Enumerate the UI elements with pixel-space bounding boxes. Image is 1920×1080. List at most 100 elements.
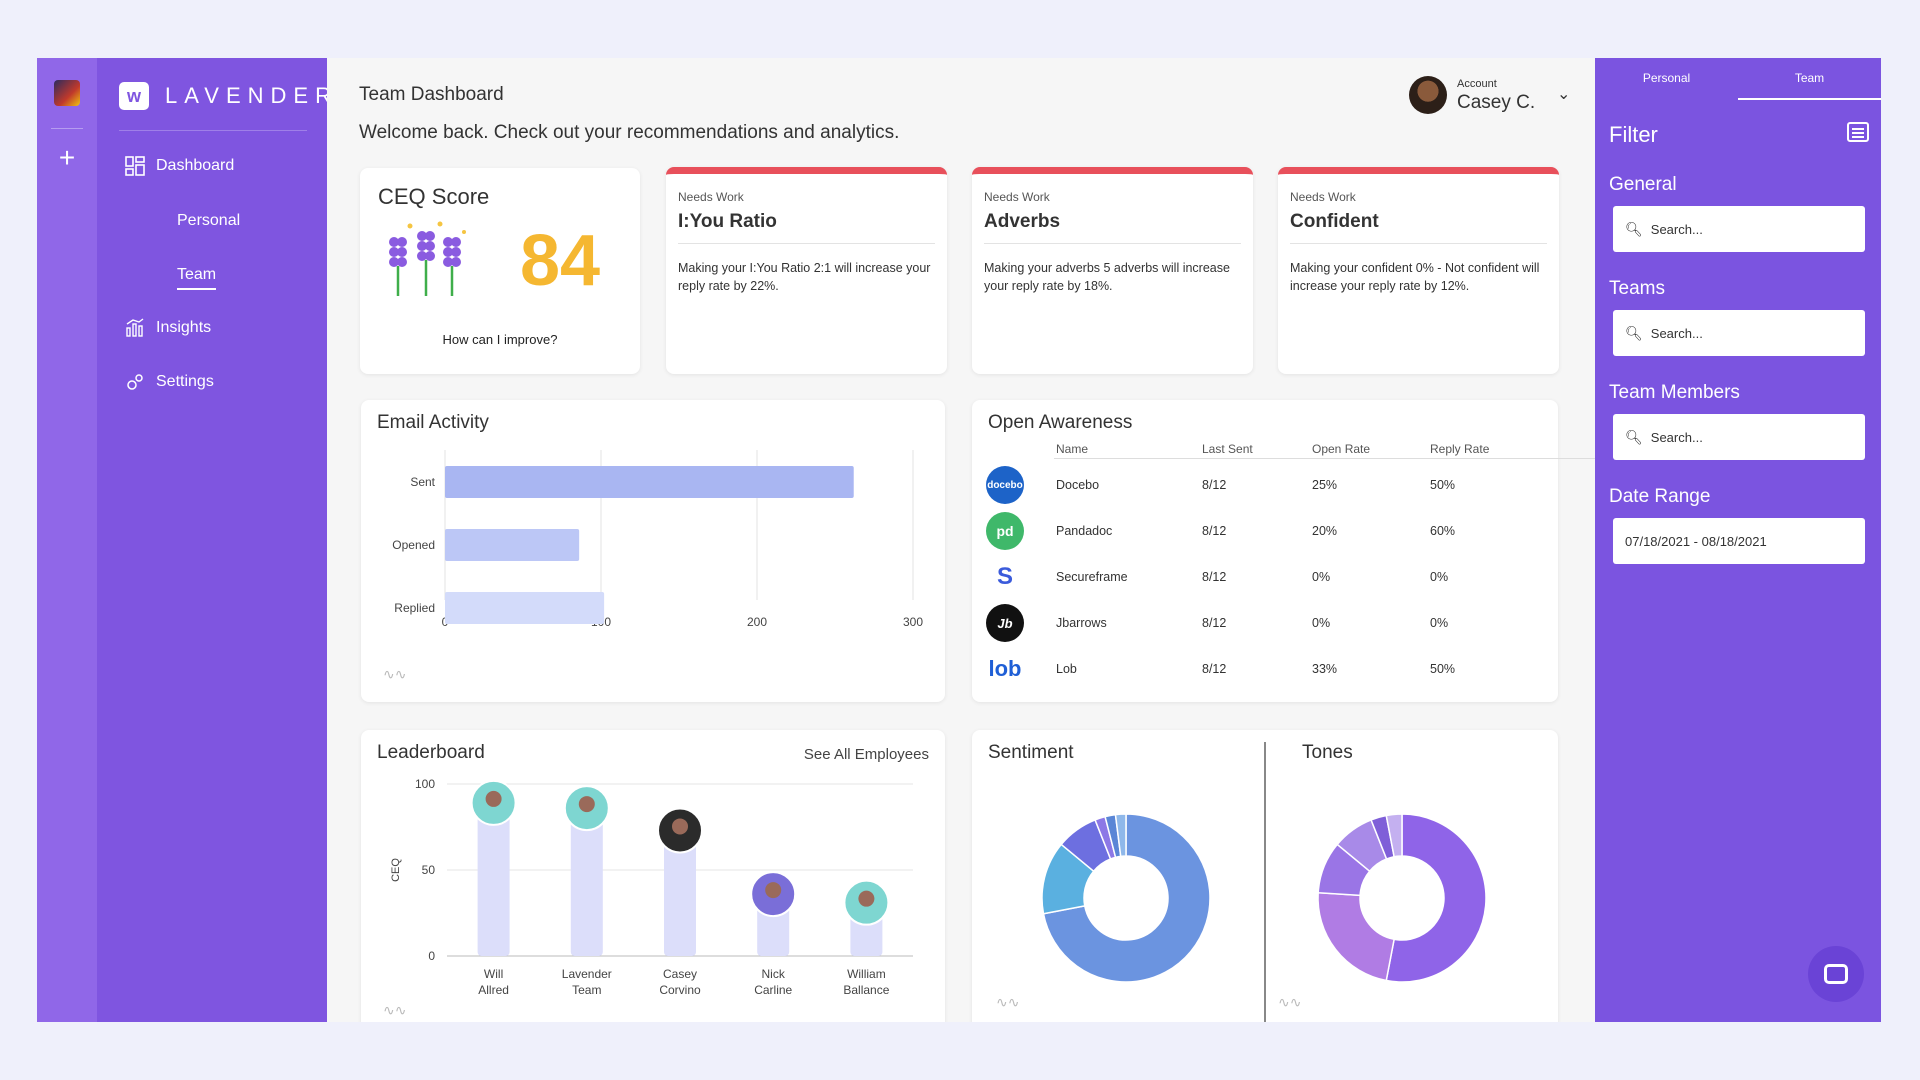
tone-slice: [1385, 813, 1403, 858]
see-all-employees-link[interactable]: See All Employees: [803, 746, 929, 763]
leaderboard-chart: 0 50 100 CEQ Will Allred Lavender Team Casey Corv…: [390, 777, 913, 997]
row-last-sent: 8/12: [1202, 662, 1227, 676]
row-open-rate: 25%: [1312, 478, 1338, 492]
needs-work-card: Needs Work Adverbs Making your adverbs 5…: [972, 167, 1253, 374]
column-header-last-sent: Last Sent: [1202, 442, 1253, 456]
page-title: Team Dashboard: [359, 84, 504, 105]
category-label: Allred: [478, 983, 509, 997]
rail-divider: [51, 128, 83, 129]
bar: [445, 529, 580, 561]
add-workspace-icon[interactable]: +: [58, 142, 76, 173]
open-awareness-title: Open Awareness: [988, 412, 1133, 433]
lob-logo-icon: lob: [986, 650, 1024, 688]
card-divider: [1290, 243, 1547, 244]
column-header-reply-rate: Reply Rate: [1430, 442, 1490, 456]
ceq-score-value: 84: [520, 221, 601, 301]
filter-settings-icon[interactable]: [1847, 122, 1869, 142]
bar: [445, 592, 605, 624]
category-label: Casey: [663, 967, 697, 981]
sidebar-item-team[interactable]: Team: [177, 266, 217, 290]
row-reply-rate: 0%: [1430, 616, 1449, 630]
row-name: Pandadoc: [1056, 524, 1113, 538]
pandadoc-logo-icon: pd: [986, 512, 1024, 550]
search-icon: 🔍︎: [1625, 324, 1643, 341]
tones-title: Tones: [1302, 742, 1353, 763]
sidebar-item-personal[interactable]: Personal: [177, 212, 241, 229]
table-row[interactable]: docebo Docebo 8/12 25% 50%: [972, 462, 1558, 508]
date-range-input[interactable]: 07/18/2021 - 08/18/2021: [1613, 518, 1865, 564]
row-reply-rate: 50%: [1430, 478, 1456, 492]
column-header-name: Name: [1056, 442, 1089, 456]
row-name: Secureframe: [1056, 570, 1128, 584]
sidebar-divider: [119, 130, 307, 131]
avatar-face: [485, 790, 502, 807]
sparkline-icon: ∿∿: [383, 666, 407, 682]
needs-work-body: Making your confident 0% - Not confident…: [1290, 261, 1540, 293]
x-tick-label: 300: [903, 615, 923, 629]
account-menu[interactable]: Account Casey C. ⌄: [1409, 76, 1579, 120]
category-label: Nick: [762, 967, 786, 981]
row-name: Lob: [1056, 662, 1077, 676]
tab-personal[interactable]: Personal: [1642, 71, 1691, 85]
bar: [664, 830, 696, 956]
category-label: Lavender: [562, 967, 612, 981]
search-icon: 🔍︎: [1625, 220, 1643, 237]
search-icon: 🔍︎: [1625, 428, 1643, 445]
tab-team[interactable]: Team: [1738, 58, 1881, 100]
chat-support-button[interactable]: [1808, 946, 1864, 1002]
improve-link[interactable]: How can I improve?: [442, 332, 558, 347]
brand-name: LAVENDER: [165, 83, 338, 108]
table-row[interactable]: lob Lob 8/12 33% 50%: [972, 646, 1558, 692]
avatar-face: [578, 796, 595, 813]
teams-search-input[interactable]: 🔍︎ Search...: [1613, 310, 1865, 356]
bar-chart-icon: [125, 318, 145, 338]
ceq-score-card: CEQ Score 84 How can I improve?: [360, 168, 640, 374]
x-tick-label: 200: [747, 615, 767, 629]
sparkline-icon: ∿∿: [1278, 994, 1302, 1010]
table-row[interactable]: Jb Jbarrows 8/12 0% 0%: [972, 600, 1558, 646]
card-divider: [984, 243, 1241, 244]
workspace-avatar[interactable]: [54, 80, 80, 106]
filter-title: Filter: [1609, 122, 1658, 147]
needs-work-body: Making your I:You Ratio 2:1 will increas…: [678, 261, 931, 293]
general-search-input[interactable]: 🔍︎ Search...: [1613, 206, 1865, 252]
category-label: Carline: [754, 983, 792, 997]
row-last-sent: 8/12: [1202, 570, 1227, 584]
category-label: William: [847, 967, 886, 981]
sparkline-icon: ∿∿: [383, 1002, 407, 1018]
search-placeholder: Search...: [1650, 325, 1703, 341]
sidebar-item-dashboard[interactable]: Dashboard: [125, 156, 234, 176]
brand-logo[interactable]: w LAVENDER: [119, 82, 338, 110]
main-content: Team Dashboard Welcome back. Check out y…: [327, 58, 1620, 1022]
needs-work-label: Needs Work: [984, 190, 1050, 204]
search-placeholder: Search...: [1650, 221, 1703, 237]
open-awareness-card: Open Awareness Name Last Sent Open Rate …: [972, 400, 1620, 702]
chat-icon: [1824, 964, 1848, 984]
account-name: Casey C.: [1457, 92, 1536, 113]
teams-label: Teams: [1609, 278, 1665, 299]
filter-tabs: Personal Team: [1595, 58, 1881, 100]
general-label: General: [1609, 174, 1677, 195]
card-divider: [1264, 742, 1266, 1022]
y-axis-label: CEQ: [390, 858, 402, 882]
sidebar-item-settings[interactable]: Settings: [125, 372, 214, 392]
team-members-search-input[interactable]: 🔍︎ Search...: [1613, 414, 1865, 460]
leaderboard-card: Leaderboard See All Employees 0 50 100 CEQ W…: [361, 730, 945, 1022]
table-row[interactable]: S Secureframe 8/12 0% 0%: [972, 554, 1558, 600]
category-label: Ballance: [843, 983, 889, 997]
date-range-label: Date Range: [1609, 486, 1711, 507]
avatar-face: [858, 890, 875, 907]
sidebar-item-label: Insights: [156, 319, 212, 336]
category-label: Sent: [410, 475, 435, 489]
needs-work-title: Adverbs: [984, 211, 1061, 232]
row-reply-rate: 50%: [1430, 662, 1456, 676]
team-members-label: Team Members: [1609, 382, 1740, 403]
table-row[interactable]: pd Pandadoc 8/12 20% 60%: [972, 508, 1558, 554]
avatar-face: [672, 818, 688, 835]
y-tick-label: 100: [415, 777, 435, 791]
row-last-sent: 8/12: [1202, 524, 1227, 538]
sidebar-item-insights[interactable]: Insights: [125, 318, 211, 338]
search-placeholder: Search...: [1650, 429, 1703, 445]
tone-slice: [1385, 813, 1487, 983]
sentiment-title: Sentiment: [988, 742, 1074, 763]
